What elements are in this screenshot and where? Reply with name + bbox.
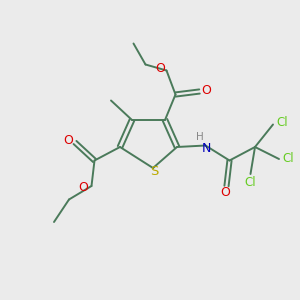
Text: Cl: Cl bbox=[276, 116, 288, 129]
Text: O: O bbox=[78, 181, 88, 194]
Text: Cl: Cl bbox=[245, 176, 256, 189]
Text: H: H bbox=[196, 132, 204, 142]
Text: N: N bbox=[202, 142, 211, 155]
Text: S: S bbox=[150, 165, 159, 178]
Text: O: O bbox=[64, 134, 73, 147]
Text: O: O bbox=[155, 61, 165, 75]
Text: O: O bbox=[220, 185, 230, 199]
Text: O: O bbox=[201, 84, 211, 98]
Text: Cl: Cl bbox=[282, 152, 294, 165]
